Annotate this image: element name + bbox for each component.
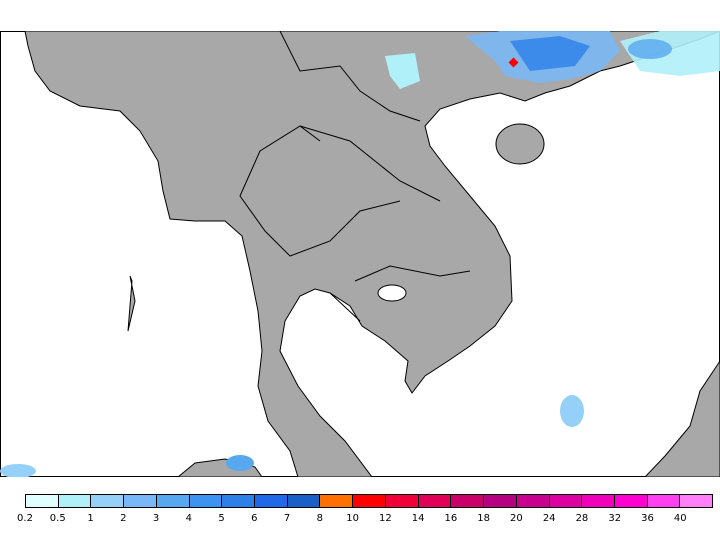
precipitation-areas [0, 31, 720, 477]
legend-label: 36 [641, 513, 654, 524]
legend-label: 0.2 [17, 513, 33, 524]
mainland-southeast-asia [0, 31, 720, 477]
legend-label: 20 [510, 513, 523, 524]
legend-label: 10 [346, 513, 359, 524]
legend-swatch [26, 495, 59, 507]
legend-swatch [156, 495, 190, 507]
tonle-sap-lake [377, 284, 407, 302]
legend-label: 14 [411, 513, 425, 524]
precip-area-sumatra [226, 455, 254, 471]
legend-swatch [124, 495, 157, 507]
color-scale-legend [25, 494, 713, 508]
legend-swatch [58, 495, 92, 507]
legend-swatch [680, 495, 713, 507]
precipitation-map [0, 31, 720, 477]
precip-area-south-china-sea [560, 395, 584, 427]
legend-label: 16 [444, 513, 458, 524]
legend-swatch [582, 495, 615, 507]
legend-swatch [91, 495, 125, 507]
legend-label: 18 [477, 513, 491, 524]
legend-swatch [484, 495, 517, 507]
legend-swatch [451, 495, 485, 507]
legend-label: 32 [608, 513, 622, 524]
legend-swatch [614, 495, 648, 507]
precip-area-west [0, 464, 36, 477]
legend-swatch [320, 495, 354, 507]
country-borders [239, 31, 471, 322]
legend-swatch [418, 495, 452, 507]
legend-swatch [189, 495, 223, 507]
legend-label: 1 [87, 513, 94, 524]
legend-label: 7 [283, 513, 291, 524]
legend-swatch [287, 495, 321, 507]
legend-swatch [516, 495, 550, 507]
legend-label: 2 [120, 513, 127, 524]
legend-label: 12 [379, 513, 392, 524]
legend-label: 24 [542, 513, 556, 524]
legend-label: 8 [316, 513, 324, 524]
legend-label: 5 [218, 513, 225, 524]
precip-area-guangdong-core [628, 39, 672, 59]
legend-labels: 0.2 0.5 1 2 3 4 5 6 7 8 10 12 14 16 18 20 24 28 32 36 40 [0, 513, 720, 527]
precip-area-yunnan [385, 53, 420, 89]
legend-swatch [255, 495, 288, 507]
legend-label: 3 [152, 513, 160, 524]
legend-label: 6 [251, 513, 258, 524]
hainan-island [495, 123, 545, 165]
legend-label: 4 [185, 513, 192, 524]
borneo [644, 360, 720, 477]
legend-label: 40 [673, 513, 687, 524]
precip-area-south-china-core [510, 36, 590, 71]
legend-label: 0.5 [49, 513, 66, 524]
legend-swatch [549, 495, 583, 507]
legend-label: 28 [575, 513, 589, 524]
legend-swatch [353, 495, 386, 507]
legend-swatch [222, 495, 256, 507]
legend-swatch [647, 495, 681, 507]
andaman-islands [127, 275, 136, 332]
legend-swatch [385, 495, 419, 507]
